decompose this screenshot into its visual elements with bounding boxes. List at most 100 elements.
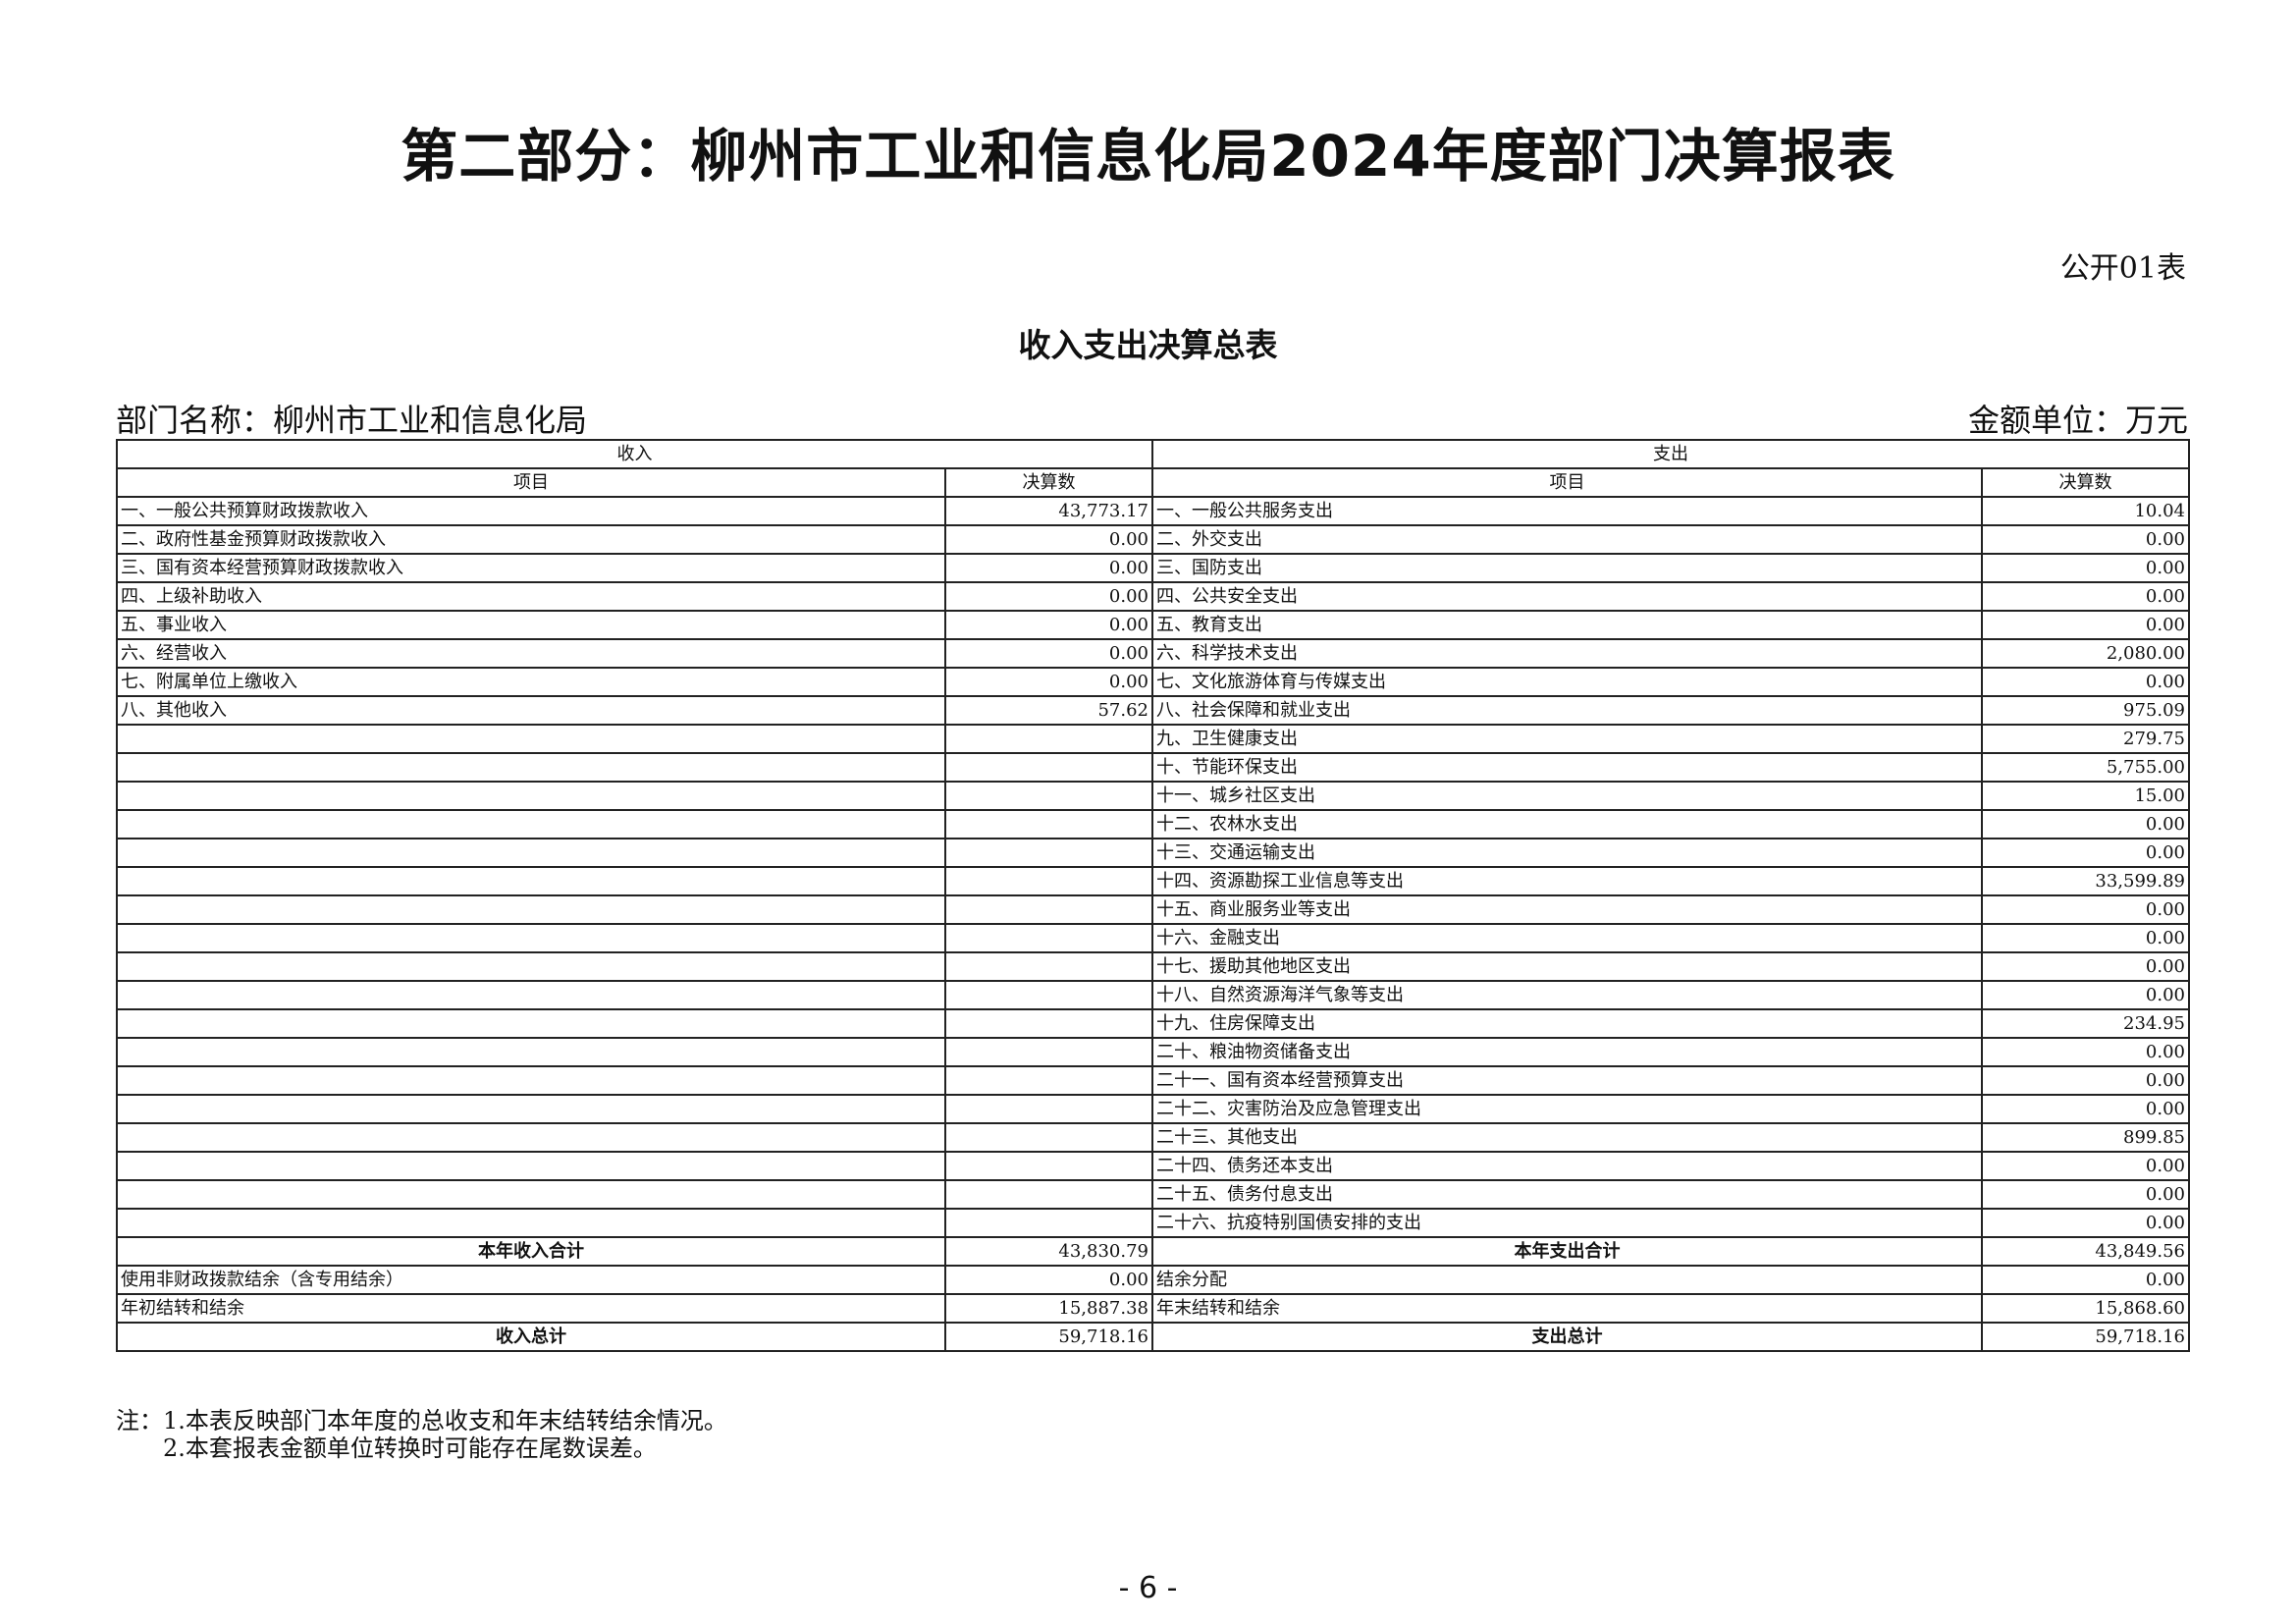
expense-item: 十七、援助其他地区支出: [1151, 951, 1983, 982]
expense-item: 二十五、债务付息支出: [1151, 1179, 1983, 1210]
income-amount: [944, 923, 1153, 953]
expense-item: 十六、金融支出: [1151, 923, 1983, 953]
expense-header: 支出: [1151, 439, 2190, 469]
table-row: 十二、农林水支出 0.00: [116, 809, 2190, 839]
expense-item: 支出总计: [1151, 1322, 1983, 1352]
expense-amount-header: 决算数: [1981, 467, 2190, 498]
income-item: 使用非财政拨款结余（含专用结余）: [116, 1265, 946, 1295]
expense-amount: 33,599.89: [1981, 866, 2190, 896]
total-row: 本年收入合计 43,830.79 本年支出合计 43,849.56: [116, 1236, 2190, 1267]
expense-item: 四、公共安全支出: [1151, 581, 1983, 612]
expense-amount: 0.00: [1981, 951, 2190, 982]
expense-item: 二十三、其他支出: [1151, 1122, 1983, 1153]
table-row: 二十三、其他支出 899.85: [116, 1122, 2190, 1153]
expense-item: 十五、商业服务业等支出: [1151, 894, 1983, 925]
income-amount: 0.00: [944, 1265, 1153, 1295]
table-row: 十六、金融支出 0.00: [116, 923, 2190, 953]
income-amount: [944, 1008, 1153, 1039]
table-row: 十、节能环保支出 5,755.00: [116, 752, 2190, 783]
income-amount: 0.00: [944, 638, 1153, 669]
table-row: 三、国有资本经营预算财政拨款收入 0.00 三、国防支出 0.00: [116, 553, 2190, 583]
table-row: 四、上级补助收入 0.00 四、公共安全支出 0.00: [116, 581, 2190, 612]
income-item: 八、其他收入: [116, 695, 946, 726]
expense-item: 七、文化旅游体育与传媒支出: [1151, 667, 1983, 697]
expense-amount: 2,080.00: [1981, 638, 2190, 669]
expense-amount: 0.00: [1981, 610, 2190, 640]
expense-item: 年末结转和结余: [1151, 1293, 1983, 1324]
expense-amount: 15.00: [1981, 781, 2190, 811]
table-row: 十一、城乡社区支出 15.00: [116, 781, 2190, 811]
table-row: 十五、商业服务业等支出 0.00: [116, 894, 2190, 925]
income-amount: [944, 1037, 1153, 1067]
table-row: 十八、自然资源海洋气象等支出 0.00: [116, 980, 2190, 1010]
table-row: 八、其他收入 57.62 八、社会保障和就业支出 975.09: [116, 695, 2190, 726]
income-item: [116, 1094, 946, 1124]
expense-amount: 899.85: [1981, 1122, 2190, 1153]
expense-amount: 0.00: [1981, 1065, 2190, 1096]
table-row: 二十五、债务付息支出 0.00: [116, 1179, 2190, 1210]
income-item-header: 项目: [116, 467, 946, 498]
income-amount: [944, 1179, 1153, 1210]
expense-amount: 0.00: [1981, 980, 2190, 1010]
expense-item: 二十四、债务还本支出: [1151, 1151, 1983, 1181]
income-item: [116, 1179, 946, 1210]
table-row: 二十四、债务还本支出 0.00: [116, 1151, 2190, 1181]
expense-item: 本年支出合计: [1151, 1236, 1983, 1267]
income-amount: [944, 781, 1153, 811]
income-item: [116, 1122, 946, 1153]
expense-item: 二、外交支出: [1151, 524, 1983, 555]
income-amount: 0.00: [944, 524, 1153, 555]
expense-item: 六、科学技术支出: [1151, 638, 1983, 669]
table-row: 十九、住房保障支出 234.95: [116, 1008, 2190, 1039]
income-item: [116, 1151, 946, 1181]
income-expense-table: 收入 支出 项目 决算数 项目 决算数 一、一般公共预算财政拨款收入 43,773…: [116, 439, 2190, 1352]
expense-item: 二十二、灾害防治及应急管理支出: [1151, 1094, 1983, 1124]
expense-item: 三、国防支出: [1151, 553, 1983, 583]
table-title: 收入支出决算总表: [1018, 326, 1278, 364]
table-row: 六、经营收入 0.00 六、科学技术支出 2,080.00: [116, 638, 2190, 669]
income-amount: 59,718.16: [944, 1322, 1153, 1352]
expense-amount: 0.00: [1981, 1179, 2190, 1210]
page-number: - 6 -: [1118, 1571, 1178, 1605]
expense-amount: 0.00: [1981, 923, 2190, 953]
table-row: 二十一、国有资本经营预算支出 0.00: [116, 1065, 2190, 1096]
expense-amount: 5,755.00: [1981, 752, 2190, 783]
expense-amount: 15,868.60: [1981, 1293, 2190, 1324]
income-item: 年初结转和结余: [116, 1293, 946, 1324]
income-item: 四、上级补助收入: [116, 581, 946, 612]
income-amount: 43,830.79: [944, 1236, 1153, 1267]
income-item: 七、附属单位上缴收入: [116, 667, 946, 697]
income-item: 收入总计: [116, 1322, 946, 1352]
expense-amount: 0.00: [1981, 894, 2190, 925]
income-amount: 57.62: [944, 695, 1153, 726]
expense-item: 十二、农林水支出: [1151, 809, 1983, 839]
table-row: 七、附属单位上缴收入 0.00 七、文化旅游体育与传媒支出 0.00: [116, 667, 2190, 697]
income-amount: 0.00: [944, 553, 1153, 583]
expense-item: 五、教育支出: [1151, 610, 1983, 640]
income-item: [116, 1208, 946, 1238]
notes: 注：1.本表反映部门本年度的总收支和年末结转结余情况。 2.本套报表金额单位转换…: [116, 1407, 727, 1462]
income-amount: 0.00: [944, 610, 1153, 640]
expense-item: 一、一般公共服务支出: [1151, 496, 1983, 526]
expense-amount: 975.09: [1981, 695, 2190, 726]
expense-amount: 0.00: [1981, 1037, 2190, 1067]
income-amount: 43,773.17: [944, 496, 1153, 526]
income-amount: [944, 1065, 1153, 1096]
form-number: 公开01表: [2059, 251, 2186, 286]
page-title: 第二部分：柳州市工业和信息化局2024年度部门决算报表: [400, 123, 1896, 189]
income-item: [116, 894, 946, 925]
income-amount-header: 决算数: [944, 467, 1153, 498]
income-amount: [944, 1094, 1153, 1124]
income-item: [116, 809, 946, 839]
income-item: 本年收入合计: [116, 1236, 946, 1267]
expense-amount: 0.00: [1981, 553, 2190, 583]
department-name: 部门名称：柳州市工业和信息化局: [116, 402, 588, 439]
income-item: [116, 1037, 946, 1067]
income-amount: [944, 894, 1153, 925]
income-amount: [944, 752, 1153, 783]
expense-amount: 10.04: [1981, 496, 2190, 526]
total-row: 收入总计 59,718.16 支出总计 59,718.16: [116, 1322, 2190, 1352]
income-item: [116, 781, 946, 811]
amount-unit: 金额单位：万元: [1967, 402, 2188, 439]
table-row: 使用非财政拨款结余（含专用结余） 0.00 结余分配 0.00: [116, 1265, 2190, 1295]
